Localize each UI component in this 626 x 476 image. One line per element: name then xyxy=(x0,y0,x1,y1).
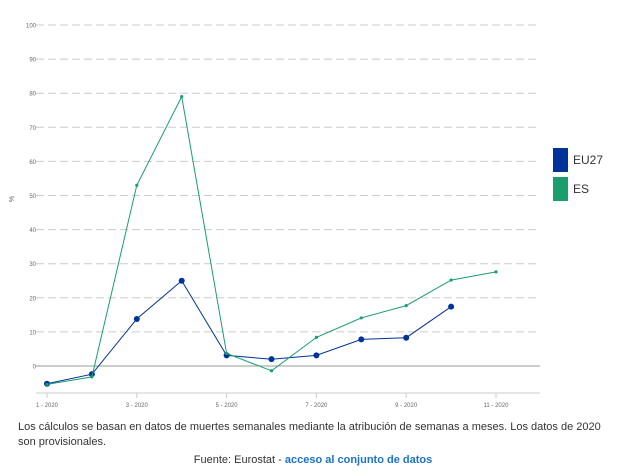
y-tick-label: 90 xyxy=(29,58,36,64)
y-tick-label: 60 xyxy=(29,160,36,166)
axes: 0 10 20 30 40 50 60 70 80 90 100 1 - 2020 3 - 2020 5 … xyxy=(26,24,540,409)
x-tick-label: 7 - 2020 xyxy=(305,403,328,409)
y-tick-label: 0 xyxy=(33,365,37,371)
data-point-es[interactable] xyxy=(359,316,363,320)
data-point-es[interactable] xyxy=(180,95,184,99)
line-chart: 0 10 20 30 40 50 60 70 80 90 100 1 - 2020 3 - 2020 5 … xyxy=(9,24,540,409)
data-point-es[interactable] xyxy=(494,270,498,274)
data-point-eu27[interactable] xyxy=(268,356,275,363)
y-tick-label: 10 xyxy=(29,330,36,336)
y-tick-label: 20 xyxy=(29,296,36,302)
x-tick-label: 1 - 2020 xyxy=(36,403,59,409)
y-tick-label: 100 xyxy=(26,24,37,30)
data-point-es[interactable] xyxy=(404,304,408,308)
data-point-es[interactable] xyxy=(135,183,139,187)
series-eu27 xyxy=(44,277,455,387)
x-tick-label: 3 - 2020 xyxy=(126,403,149,409)
x-tick-label: 11 - 2020 xyxy=(484,403,510,409)
data-point-eu27[interactable] xyxy=(133,315,140,322)
legend-label-eu27: EU27 xyxy=(573,153,604,167)
legend-item-eu27[interactable]: EU27 xyxy=(553,148,603,172)
data-point-eu27[interactable] xyxy=(358,336,365,343)
data-point-es[interactable] xyxy=(45,382,49,387)
data-point-es[interactable] xyxy=(269,369,274,373)
series-line-eu27 xyxy=(46,280,452,385)
data-point-es[interactable] xyxy=(314,335,318,339)
gridlines xyxy=(36,24,540,367)
legend-swatch-es xyxy=(553,177,568,201)
y-tick-label: 70 xyxy=(29,126,36,132)
series-line-es xyxy=(46,95,497,385)
legend-swatch-eu27 xyxy=(553,148,568,172)
x-tick-label: 9 - 2020 xyxy=(395,403,418,409)
data-point-eu27[interactable] xyxy=(448,303,455,310)
x-tick-label: 5 - 2020 xyxy=(216,403,239,409)
dataset-link[interactable]: acceso al conjunto de datos xyxy=(284,454,433,466)
data-point-eu27[interactable] xyxy=(403,334,410,341)
legend: EU27 ES xyxy=(553,148,603,206)
source-prefix: Fuente: Eurostat - xyxy=(193,454,285,466)
y-tick-label: 40 xyxy=(29,228,36,234)
data-point-es[interactable] xyxy=(449,278,453,282)
data-point-eu27[interactable] xyxy=(178,277,185,284)
legend-item-es[interactable]: ES xyxy=(553,177,603,201)
source-line: Fuente: Eurostat - acceso al conjunto de… xyxy=(0,454,626,466)
y-axis-label: % xyxy=(9,196,16,202)
data-point-eu27[interactable] xyxy=(313,352,320,359)
footnote: Los cálculos se basan en datos de muerte… xyxy=(18,421,601,448)
y-tick-label: 50 xyxy=(29,194,36,200)
y-tick-label: 30 xyxy=(29,262,36,268)
series-es xyxy=(45,95,498,387)
series xyxy=(44,95,498,387)
legend-label-es: ES xyxy=(573,182,590,196)
y-tick-label: 80 xyxy=(29,92,36,98)
data-point-es[interactable] xyxy=(90,375,94,379)
data-point-es[interactable] xyxy=(225,351,229,355)
